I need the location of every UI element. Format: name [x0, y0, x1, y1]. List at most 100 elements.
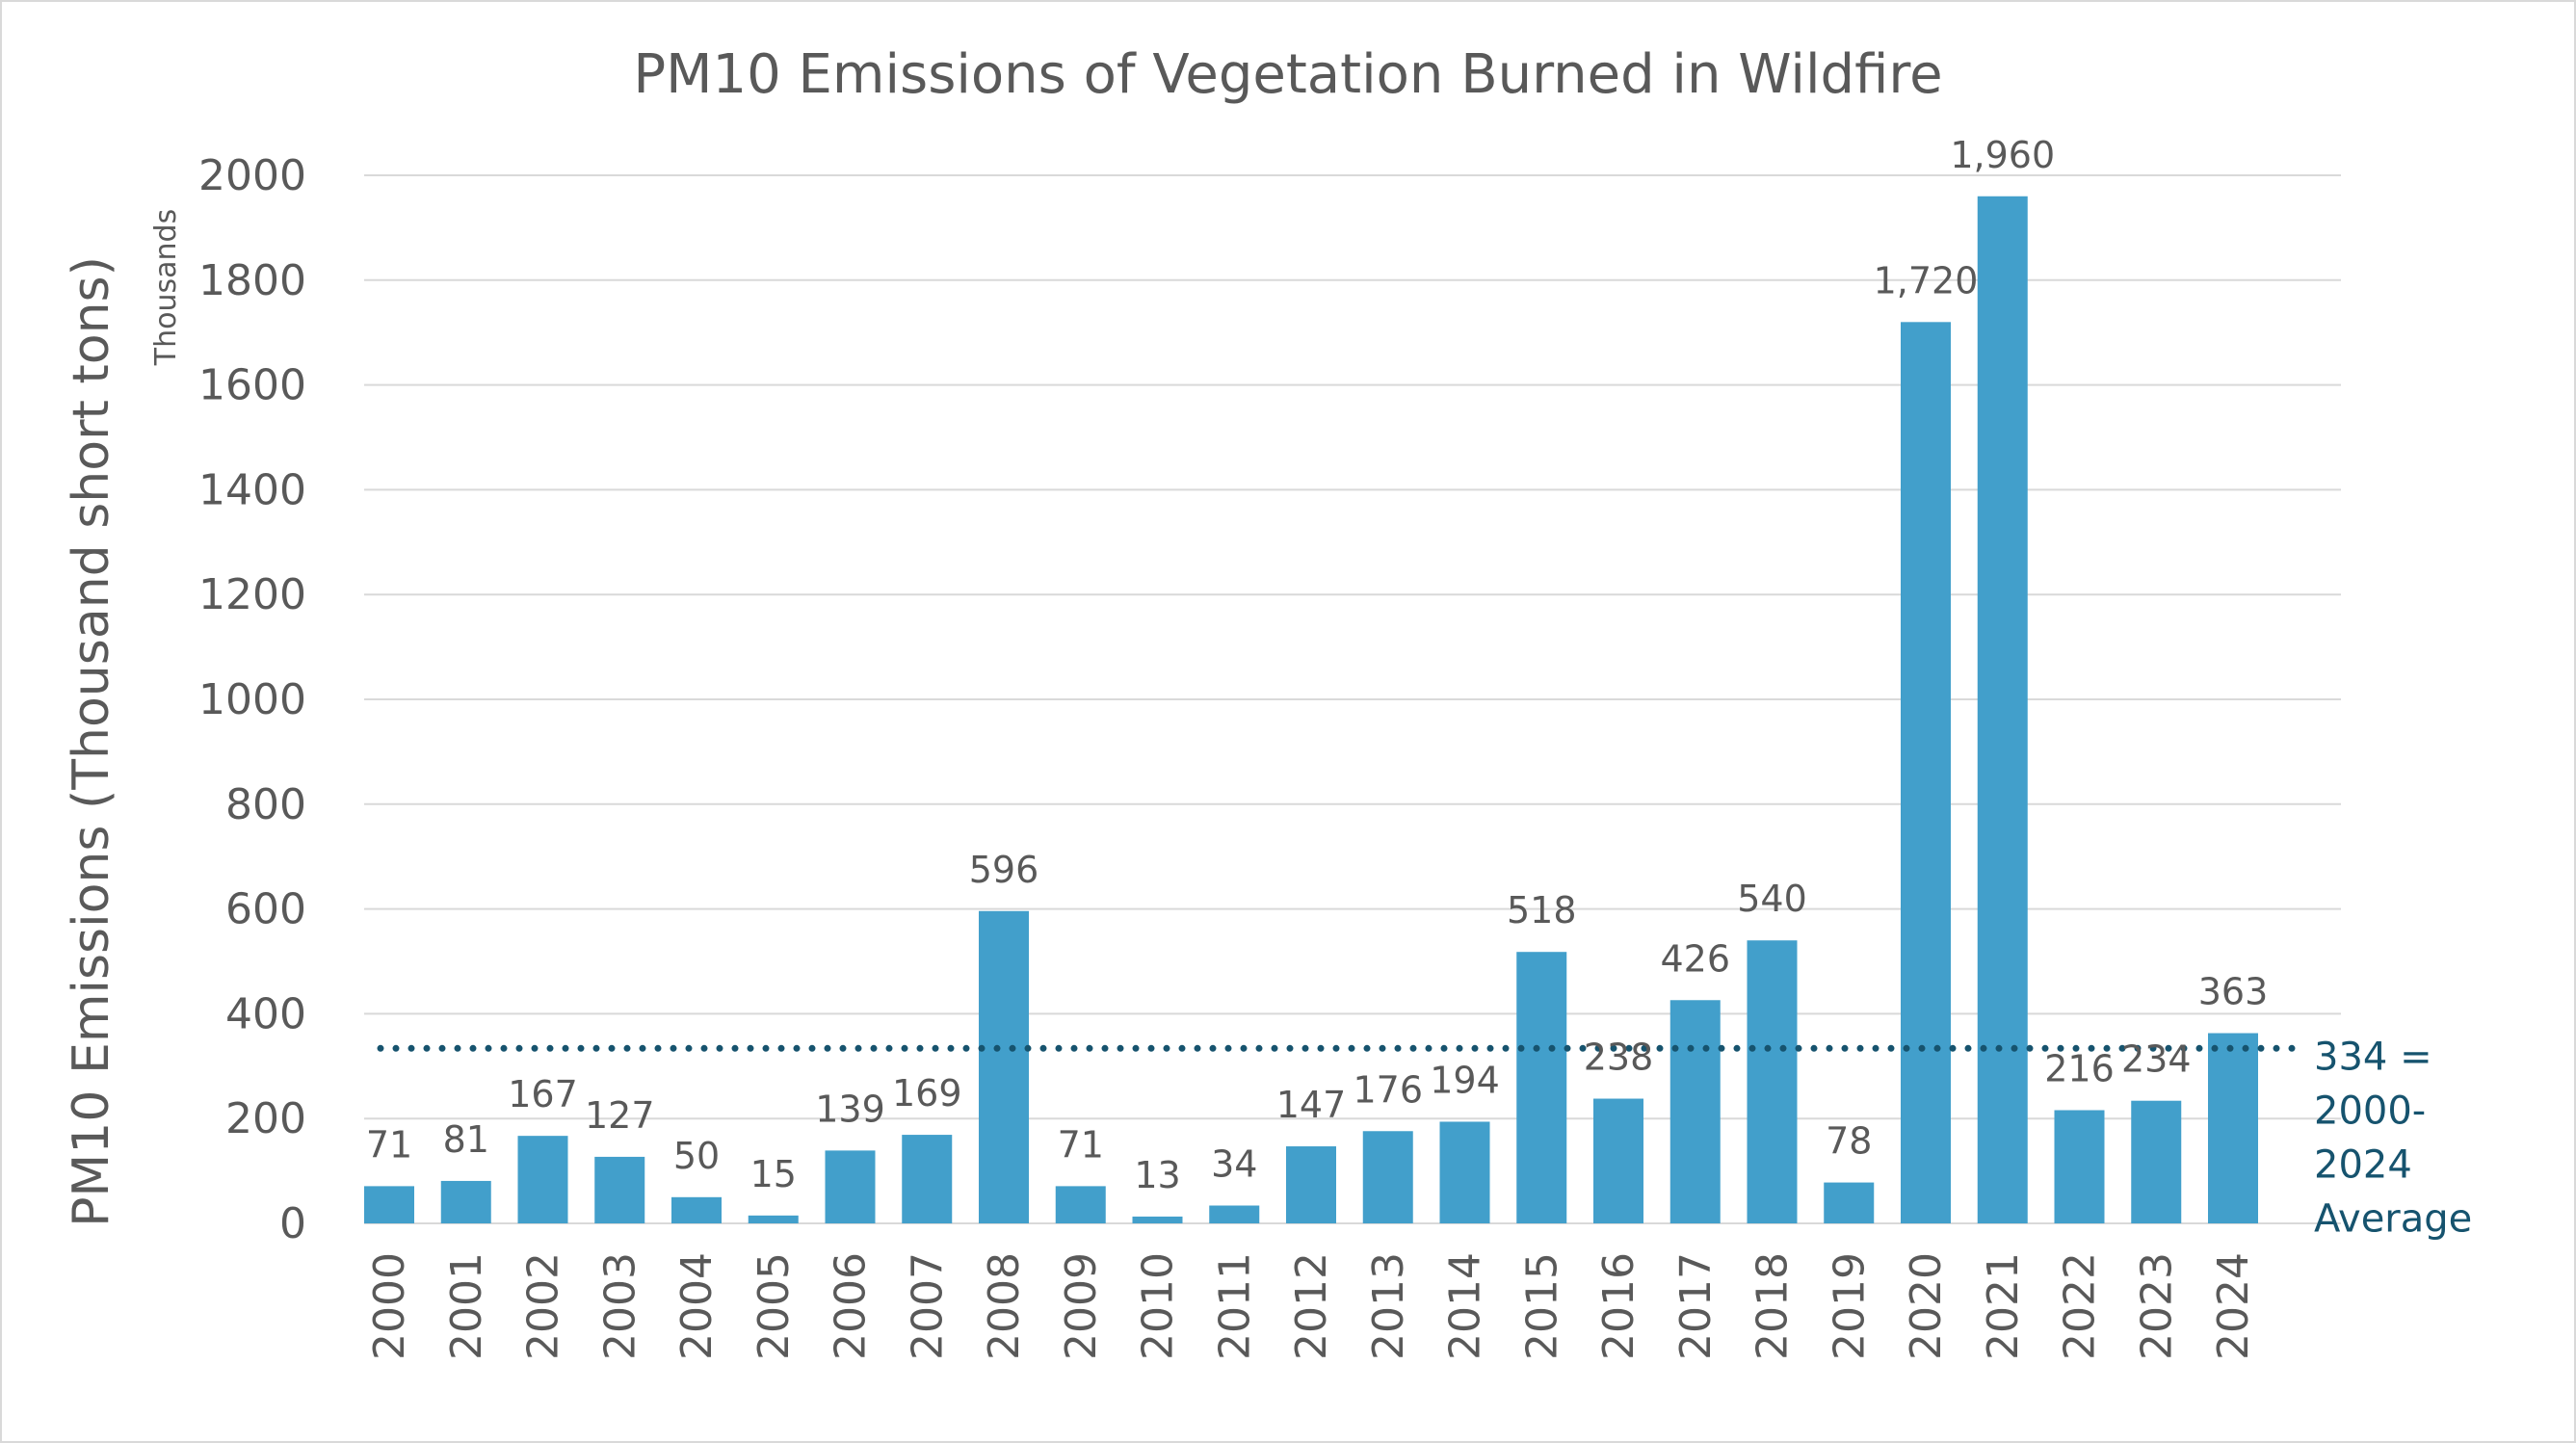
bar-2018 [1747, 940, 1798, 1223]
data-label-2011: 34 [1211, 1143, 1257, 1186]
bar-2013 [1362, 1131, 1413, 1223]
bar-2011 [1209, 1205, 1260, 1223]
y-tick-label-2000: 2000 [198, 151, 306, 200]
data-label-2005: 15 [750, 1153, 797, 1195]
data-label-2016: 238 [1584, 1036, 1654, 1079]
bar-2005 [748, 1215, 799, 1223]
bar-2004 [671, 1196, 722, 1223]
average-label: 334 = 2000- 2024 Average [2314, 1035, 2472, 1241]
data-label-2004: 50 [673, 1135, 720, 1177]
data-label-2017: 426 [1660, 937, 1730, 980]
x-tick-label-2002: 2002 [519, 1252, 568, 1360]
data-label-2014: 194 [1430, 1059, 1500, 1101]
y-tick-label-1000: 1000 [198, 675, 306, 724]
average-label-line: 2000- [2314, 1089, 2426, 1133]
x-tick-label-2021: 2021 [1979, 1252, 2028, 1360]
data-label-2001: 81 [443, 1118, 489, 1161]
x-tick-label-2003: 2003 [595, 1252, 644, 1360]
average-label-line: 2024 [2314, 1142, 2412, 1187]
y-axis-label: PM10 Emissions (Thousand short tons) [63, 256, 120, 1227]
x-tick-label-2018: 2018 [1748, 1252, 1798, 1360]
bar-2002 [517, 1136, 568, 1223]
data-label-2020: 1,720 [1874, 259, 1979, 302]
bar-2016 [1593, 1098, 1643, 1223]
bar-2012 [1286, 1146, 1336, 1223]
data-label-2021: 1,960 [1950, 134, 2055, 176]
y-tick-label-0: 0 [279, 1199, 306, 1248]
average-label-line: Average [2314, 1196, 2472, 1241]
data-label-2003: 127 [585, 1094, 655, 1137]
x-tick-label-2001: 2001 [442, 1252, 491, 1360]
y-tick-label-1200: 1200 [198, 570, 306, 619]
y-tick-label-1800: 1800 [198, 256, 306, 305]
chart-title: PM10 Emissions of Vegetation Burned in W… [633, 43, 1942, 106]
x-tick-label-2014: 2014 [1441, 1252, 1490, 1360]
bar-2015 [1516, 952, 1567, 1223]
data-label-2018: 540 [1737, 878, 1807, 920]
x-tick-label-2022: 2022 [2056, 1252, 2105, 1360]
bar-2007 [902, 1135, 953, 1223]
x-tick-label-2016: 2016 [1594, 1252, 1643, 1360]
bar-2022 [2054, 1110, 2105, 1223]
x-tick-label-2012: 2012 [1287, 1252, 1336, 1360]
bar-2010 [1132, 1216, 1183, 1223]
x-tick-label-2009: 2009 [1057, 1252, 1106, 1360]
x-axis-ticks: 2000 2001 2002 2003 2004 2005 2006 2007 2008 2009… [365, 1252, 2258, 1360]
data-label-2012: 147 [1276, 1084, 1347, 1126]
data-label-2009: 71 [1058, 1123, 1104, 1166]
x-tick-label-2005: 2005 [749, 1252, 799, 1360]
x-tick-label-2023: 2023 [2132, 1252, 2181, 1360]
x-tick-label-2024: 2024 [2209, 1252, 2258, 1360]
bars [364, 196, 2258, 1223]
data-label-2008: 596 [969, 849, 1039, 891]
y-tick-label-800: 800 [225, 780, 306, 829]
x-tick-label-2015: 2015 [1517, 1252, 1566, 1360]
data-label-2019: 78 [1826, 1120, 1872, 1163]
y-tick-label-1400: 1400 [198, 465, 306, 514]
y-axis-units-label: Thousands [149, 209, 183, 366]
bar-2021 [1977, 196, 2028, 1223]
x-tick-label-2007: 2007 [903, 1252, 952, 1360]
average-label-line: 334 = [2314, 1035, 2432, 1079]
bar-2001 [440, 1180, 491, 1223]
data-label-2002: 167 [508, 1073, 578, 1115]
data-label-2023: 234 [2121, 1038, 2192, 1081]
x-tick-label-2020: 2020 [1902, 1252, 1951, 1360]
x-tick-label-2008: 2008 [980, 1252, 1029, 1360]
x-tick-label-2019: 2019 [1825, 1252, 1874, 1360]
bar-2003 [594, 1156, 645, 1223]
y-tick-label-400: 400 [225, 989, 306, 1038]
y-tick-label-1600: 1600 [198, 361, 306, 410]
x-tick-label-2013: 2013 [1364, 1252, 1413, 1360]
bar-2014 [1439, 1121, 1490, 1223]
data-labels: 71 81 167 127 50 15 139 169 596 71 13 34 147 176 194 51… [366, 134, 2268, 1196]
data-label-2022: 216 [2044, 1047, 2115, 1089]
x-tick-label-2000: 2000 [365, 1252, 414, 1360]
x-tick-label-2010: 2010 [1134, 1252, 1183, 1360]
y-axis-ticks: 0 200 400 600 800 1000 1200 1400 1600 1800 2000 [198, 151, 306, 1248]
average-line-group: 334 = 2000- 2024 Average [377, 1035, 2472, 1241]
bar-2008 [979, 910, 1029, 1223]
bar-2023 [2131, 1100, 2182, 1223]
x-tick-label-2017: 2017 [1671, 1252, 1721, 1360]
bar-2024 [2208, 1033, 2258, 1223]
data-label-2015: 518 [1507, 889, 1577, 931]
y-tick-label-600: 600 [225, 885, 306, 934]
data-label-2024: 363 [2198, 971, 2269, 1013]
data-label-2007: 169 [892, 1072, 962, 1115]
bar-2019 [1824, 1182, 1875, 1223]
bar-2020 [1901, 322, 1951, 1223]
x-tick-label-2011: 2011 [1210, 1252, 1259, 1360]
bar-2009 [1055, 1186, 1106, 1223]
data-label-2010: 13 [1134, 1154, 1180, 1196]
bar-2017 [1669, 1000, 1721, 1223]
bar-2006 [825, 1150, 876, 1223]
data-label-2006: 139 [815, 1088, 885, 1130]
x-tick-label-2006: 2006 [827, 1252, 876, 1360]
y-tick-label-200: 200 [225, 1094, 306, 1143]
data-label-2013: 176 [1353, 1068, 1423, 1111]
bar-2000 [364, 1186, 414, 1223]
